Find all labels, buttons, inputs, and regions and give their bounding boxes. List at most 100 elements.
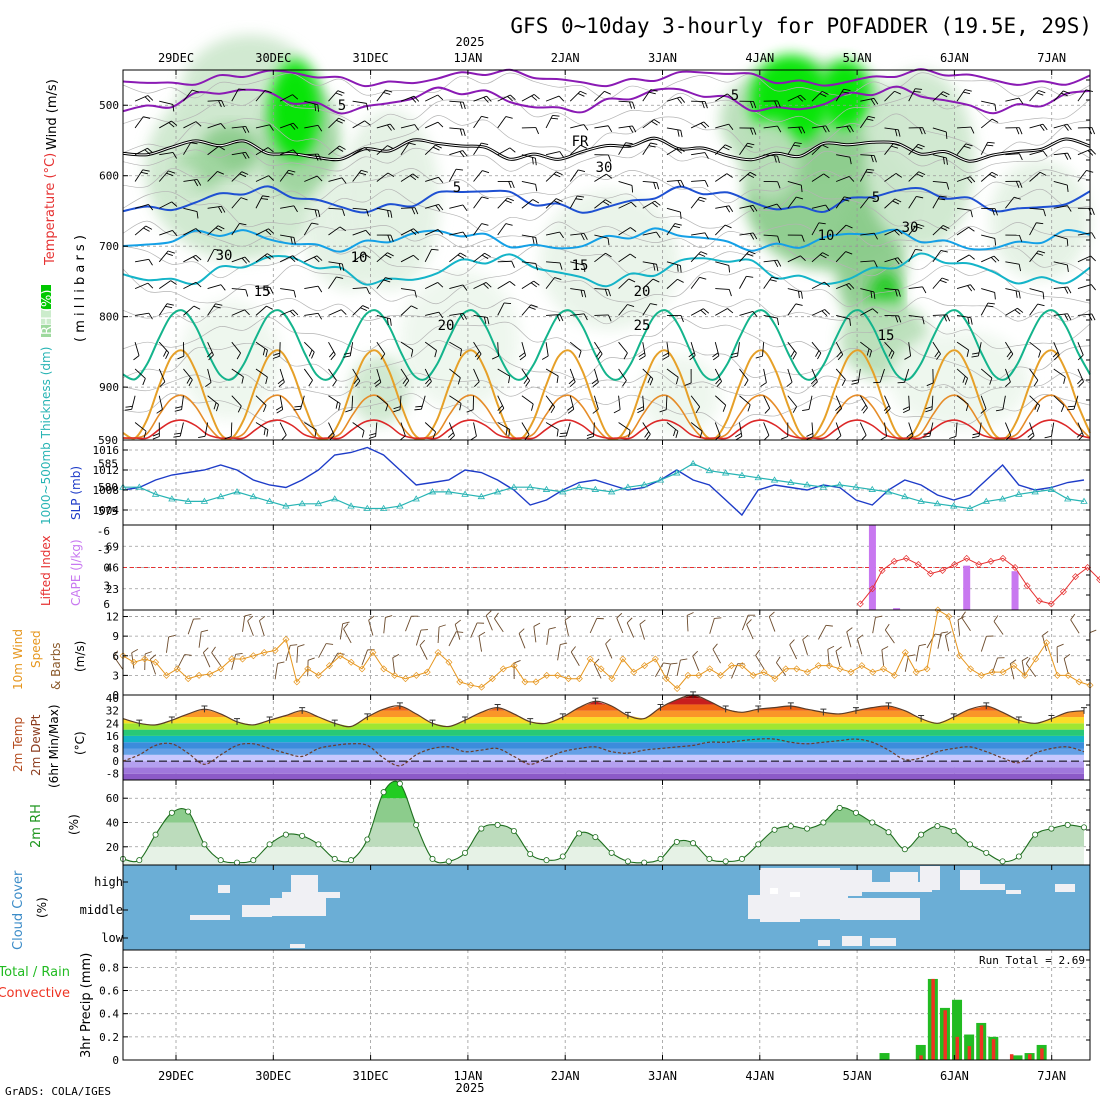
barb-flag [216, 404, 219, 412]
barb-flag [167, 250, 175, 254]
barb-flag [922, 317, 925, 325]
thickness-marker [819, 483, 828, 490]
barb-flag [314, 153, 319, 161]
barb-flag [555, 171, 563, 176]
barb-flag [1015, 290, 1018, 298]
wind-barb [873, 368, 885, 384]
barb-flag [462, 129, 466, 136]
barb-flag [923, 432, 931, 435]
wind-barb [255, 228, 274, 236]
barb-flag [677, 264, 679, 272]
barb-staff [424, 368, 432, 382]
barb-flag [292, 309, 299, 316]
barb-staff [715, 288, 730, 290]
barb-flag [481, 196, 489, 200]
barb-flag [511, 181, 515, 189]
barb-flag [644, 431, 650, 438]
barb-flag [410, 229, 417, 236]
footer-credit: GrADS: COLA/IGES [5, 1085, 111, 1098]
barb-staff [1004, 422, 1012, 436]
barb-staff [497, 116, 507, 129]
barb-staff [690, 308, 704, 316]
barb-staff [802, 639, 808, 655]
wind-barb [763, 100, 781, 108]
thickness-marker [493, 488, 502, 495]
wind10-barb [1089, 629, 1097, 649]
barb-flag [481, 223, 489, 226]
wind-barb [206, 341, 214, 361]
temp2m-y-label: 0 [112, 755, 119, 768]
wind10-marker [217, 665, 225, 673]
wind10-marker [445, 658, 453, 666]
wind-barb [666, 179, 685, 188]
wind-barb [690, 276, 707, 289]
barb-staff [932, 314, 947, 316]
barb-flag [494, 612, 499, 619]
wind-barb [1005, 341, 1014, 360]
barb-flag [1017, 307, 1024, 313]
wind-barb [280, 205, 298, 213]
rh-shade-blob [350, 355, 410, 425]
barb-staff [691, 232, 705, 236]
isotherm-5 [122, 185, 1091, 214]
barb-flag [482, 170, 490, 174]
barb-staff [569, 90, 581, 102]
barb-staff [231, 288, 246, 291]
barb-staff [835, 282, 850, 290]
wind-barb [1053, 181, 1069, 193]
barb-staff [981, 100, 995, 105]
wind-barb [569, 90, 587, 102]
barb-staff [449, 252, 461, 263]
contour-label: 5 [731, 88, 739, 104]
barb-staff [932, 250, 942, 263]
rh-colorbar-swatch [41, 285, 51, 309]
barb-flag [631, 185, 634, 193]
barb-staff [255, 147, 269, 156]
wind-barb [884, 228, 903, 236]
barb-flag [703, 308, 710, 314]
barb-staff [424, 282, 438, 290]
barb-staff [931, 395, 934, 410]
barb-staff [231, 223, 240, 236]
rh-shade-blob [270, 60, 320, 160]
barb-flag [812, 381, 818, 388]
barb-staff [932, 225, 944, 236]
barb-staff [279, 395, 284, 410]
barb-flag [1013, 196, 1021, 200]
barb-staff [400, 142, 410, 155]
minmax-bar [852, 707, 859, 714]
barb-flag [290, 236, 293, 244]
barb-flag [532, 157, 534, 165]
barb-staff [715, 261, 729, 266]
barb-flag [314, 209, 318, 217]
barb-flag [195, 121, 202, 127]
wind-barb [470, 422, 477, 441]
barb-flag [883, 405, 890, 411]
barb-staff [605, 643, 613, 659]
wind-barb [521, 304, 538, 316]
barb-staff [280, 205, 295, 209]
wind-barb [1053, 261, 1069, 272]
barb-flag [686, 612, 694, 616]
barb-staff [1005, 196, 1015, 209]
barb-staff [980, 636, 987, 652]
minmax-bar [1048, 714, 1055, 722]
barb-flag [143, 227, 150, 232]
barb-staff [593, 422, 595, 437]
ylabel-temp2m-d: (°C) [73, 731, 87, 755]
wind-barb [956, 254, 975, 263]
barb-flag [1063, 124, 1069, 131]
barb-flag [957, 616, 965, 621]
wind10-panel-frame [122, 609, 1091, 696]
barb-staff [642, 342, 646, 357]
barb-flag [896, 228, 903, 235]
wind-barb [328, 117, 346, 129]
barb-flag [971, 355, 979, 358]
wind10-marker [228, 655, 236, 663]
barb-staff [932, 195, 941, 209]
thickness-marker [168, 495, 176, 502]
barb-staff [449, 395, 462, 404]
ylabel-rh: RH (%) [40, 290, 55, 335]
wind-barb [545, 198, 563, 209]
thickness-marker [184, 497, 192, 504]
